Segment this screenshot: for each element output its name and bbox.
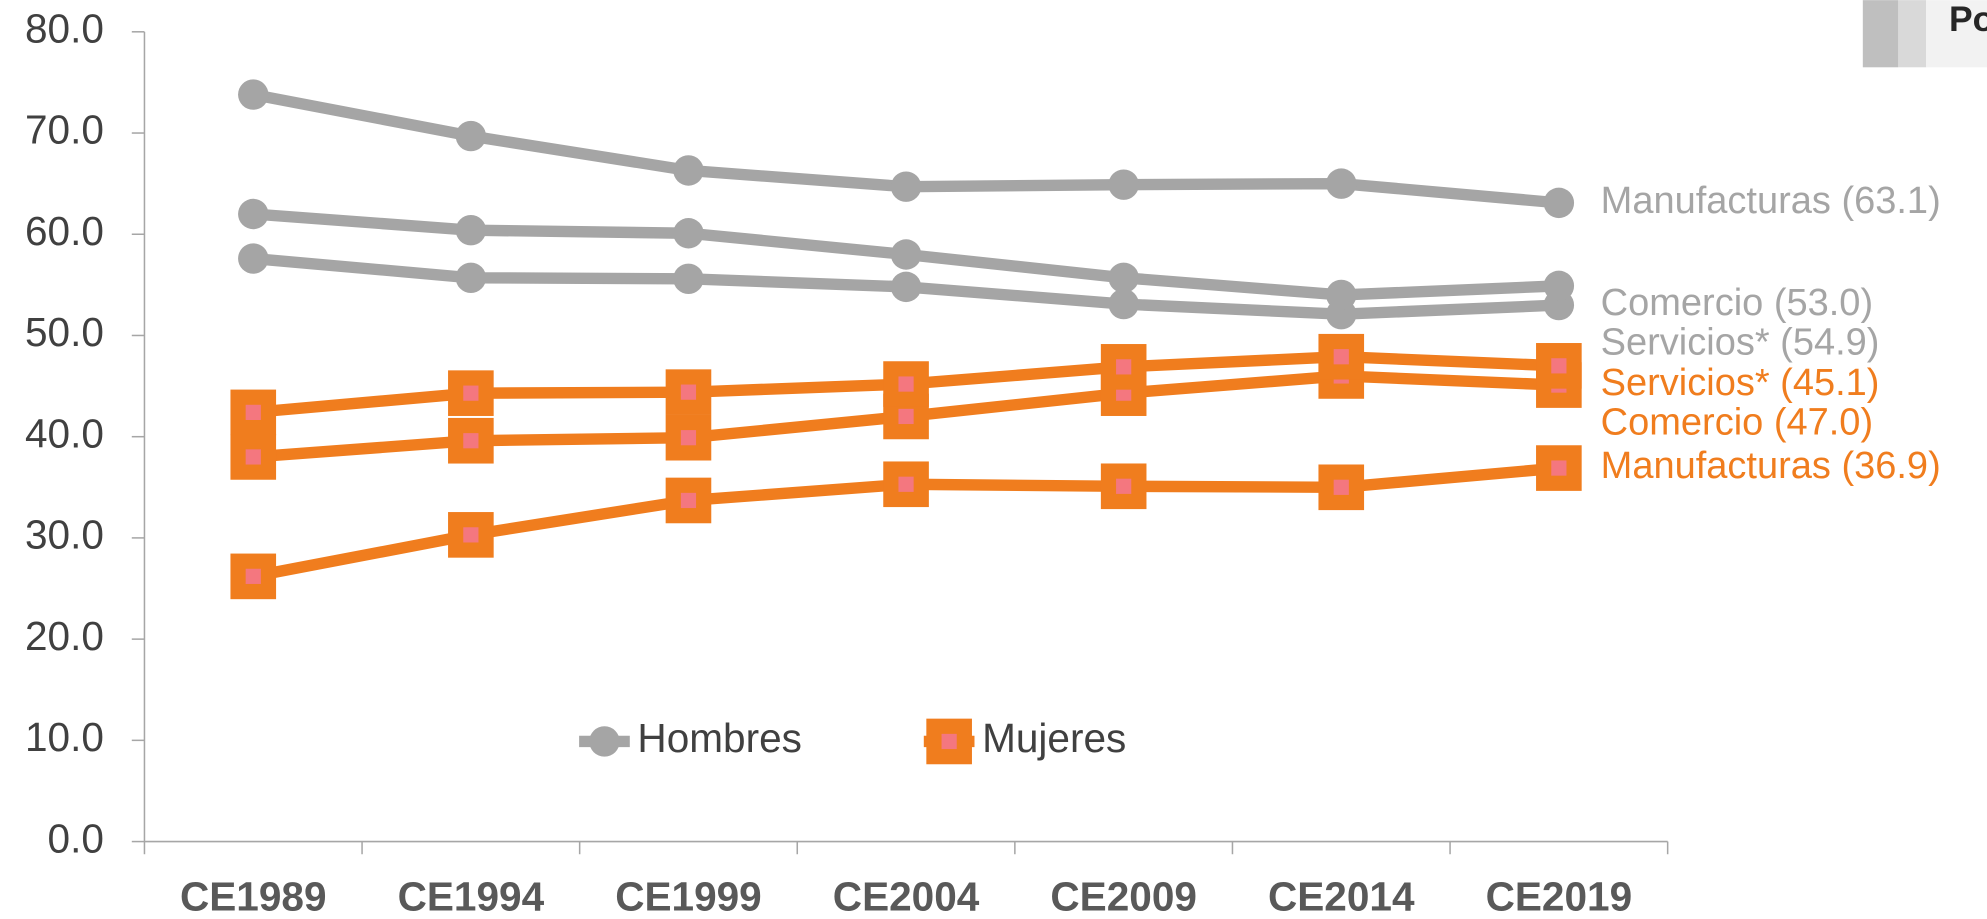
point (1536, 445, 1582, 491)
x-tick-label: CE2009 (1050, 874, 1197, 919)
point-center (1551, 358, 1567, 374)
point (890, 239, 922, 270)
series-end-label: Comercio (47.0) (1601, 401, 1873, 443)
point-center (245, 449, 261, 465)
legend-marker-center (941, 733, 957, 750)
header-box (1926, 0, 1987, 68)
point (238, 79, 269, 110)
point-center (680, 492, 697, 509)
point-center (1116, 478, 1132, 494)
point-center (1551, 460, 1567, 476)
y-tick-label: 50.0 (25, 309, 104, 355)
y-tick-label: 20.0 (25, 613, 104, 659)
x-tick-label: CE2014 (1268, 874, 1415, 919)
point (1536, 343, 1582, 389)
point (238, 243, 269, 274)
point (448, 370, 494, 416)
legend-label: Hombres (637, 715, 801, 761)
x-tick-label: CE1999 (615, 874, 762, 919)
y-tick-label: 40.0 (25, 410, 104, 456)
point (1108, 262, 1139, 293)
point-center (1333, 349, 1349, 365)
point (673, 263, 704, 294)
x-tick-label: CE2004 (833, 874, 980, 919)
point (1543, 187, 1575, 219)
point (883, 461, 929, 508)
point-center (898, 408, 914, 425)
y-tick-label: 30.0 (25, 512, 104, 558)
point-center (680, 384, 697, 400)
point (448, 417, 494, 464)
series-end-label: Comercio (53.0) (1601, 282, 1873, 324)
x-tick-label: CE1994 (398, 874, 545, 919)
y-tick-label: 60.0 (25, 208, 104, 254)
point-center (463, 385, 479, 401)
header-box-band (1898, 0, 1927, 68)
y-tick-label: 70.0 (25, 107, 104, 153)
point (230, 389, 277, 436)
point (1326, 279, 1357, 311)
point (673, 218, 704, 249)
series-end-label: Manufacturas (63.1) (1601, 180, 1941, 222)
legend-marker (589, 726, 620, 757)
point (1100, 344, 1147, 390)
header-box-text: Po (1949, 0, 1987, 39)
point-center (898, 476, 914, 492)
point-center (1116, 359, 1132, 375)
legend-marker (926, 718, 972, 765)
y-tick-label: 0.0 (48, 815, 104, 861)
point-center (245, 404, 261, 421)
point (230, 434, 277, 480)
header-box-band (1862, 0, 1899, 68)
point (890, 271, 922, 303)
point (665, 414, 712, 461)
series-end-label: Servicios* (45.1) (1601, 362, 1880, 404)
point (238, 198, 269, 230)
point (1326, 168, 1357, 199)
point (1100, 463, 1147, 510)
point (673, 155, 704, 186)
point (665, 477, 712, 524)
x-tick-label: CE2019 (1486, 874, 1633, 919)
point (1543, 270, 1575, 302)
point (230, 553, 277, 600)
point-center (245, 568, 261, 584)
point-center (463, 527, 479, 543)
y-tick-label: 10.0 (25, 714, 104, 760)
point (455, 262, 487, 293)
series-end-label: Servicios* (54.9) (1601, 321, 1880, 363)
point (1318, 333, 1365, 380)
point-center (463, 433, 479, 449)
point (455, 214, 487, 246)
point-center (680, 430, 697, 446)
point (890, 171, 922, 202)
series-end-label: Manufacturas (36.9) (1601, 445, 1941, 487)
point (1108, 169, 1139, 200)
point-center (1333, 479, 1349, 495)
x-tick-label: CE1989 (180, 874, 327, 919)
point-center (898, 376, 914, 392)
point (455, 120, 487, 152)
point (1318, 464, 1365, 511)
point (883, 361, 929, 407)
point (665, 369, 712, 415)
legend-label: Mujeres (982, 715, 1126, 761)
y-tick-label: 80.0 (25, 6, 104, 52)
point (1108, 288, 1139, 320)
point (448, 512, 494, 558)
